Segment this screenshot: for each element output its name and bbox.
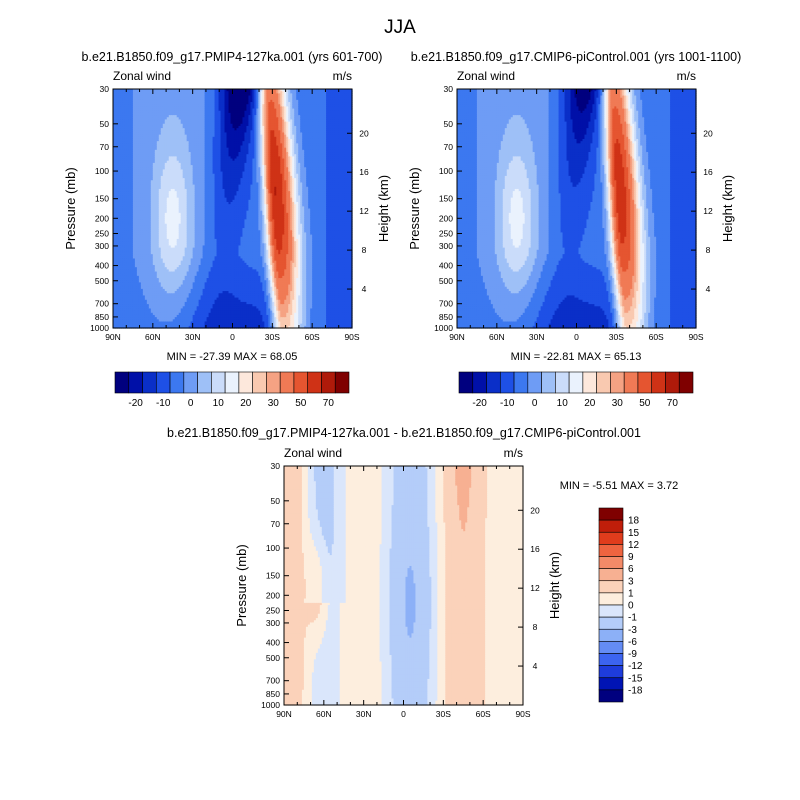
panel-1: b.e21.B1850.f09_g17.PMIP4-127ka.001 (yrs…	[63, 50, 391, 409]
panel-1-variable-label: Zonal wind	[113, 69, 171, 83]
page-title: JJA	[384, 17, 416, 38]
panel-1-plot-area	[113, 89, 353, 329]
panel-1-title: b.e21.B1850.f09_g17.PMIP4-127ka.001 (yrs…	[82, 50, 383, 64]
panel-1-units-label: m/s	[333, 69, 352, 83]
